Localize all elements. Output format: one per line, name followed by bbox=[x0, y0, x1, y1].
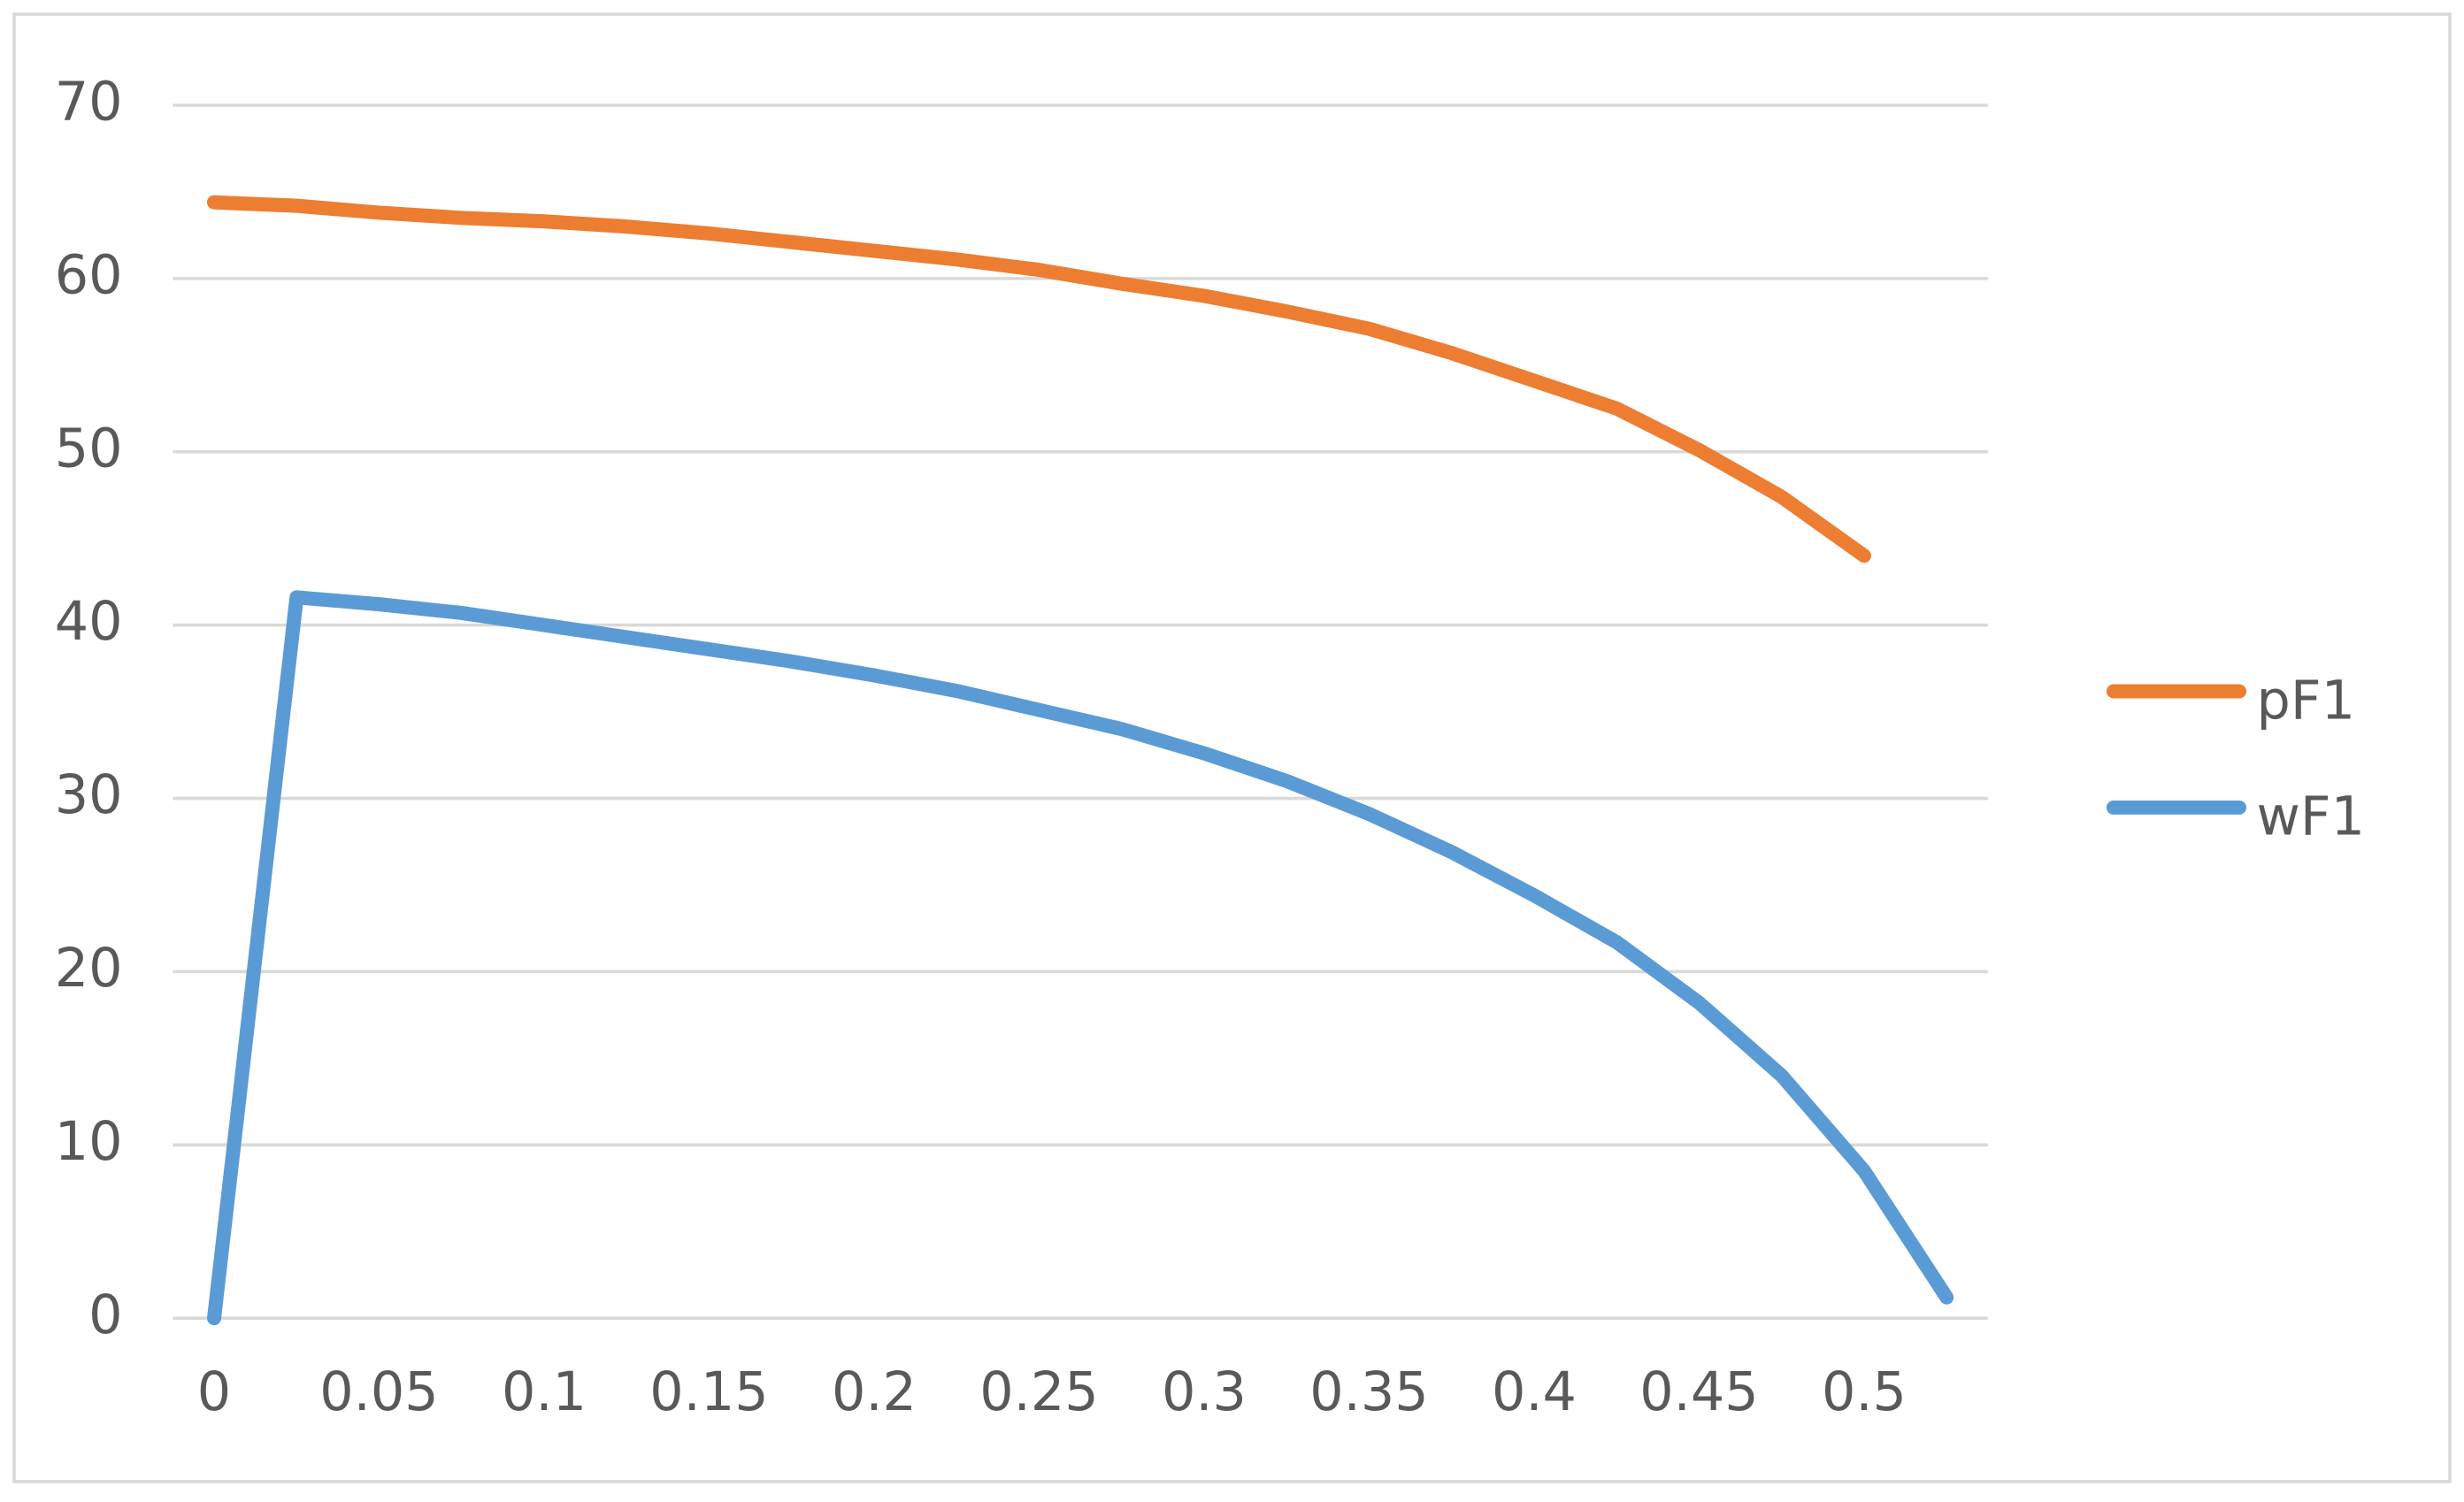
x-tick-label: 0.05 bbox=[319, 1361, 438, 1423]
x-tick-label: 0.3 bbox=[1162, 1361, 1247, 1423]
x-tick-label: 0.2 bbox=[832, 1361, 917, 1423]
line-series bbox=[207, 195, 1871, 563]
x-tick-label: 0.45 bbox=[1639, 1361, 1758, 1423]
line-series bbox=[207, 590, 1954, 1326]
legend-label: pF1 bbox=[2257, 670, 2355, 732]
x-tick-label: 0.35 bbox=[1309, 1361, 1428, 1423]
x-tick-label: 0 bbox=[197, 1361, 231, 1423]
y-tick-label: 60 bbox=[55, 244, 123, 306]
y-tick-label: 70 bbox=[55, 72, 123, 134]
chart-border bbox=[12, 12, 2452, 1483]
x-tick-label: 0.5 bbox=[1822, 1361, 1907, 1423]
y-tick-label: 40 bbox=[55, 591, 123, 653]
y-tick-label: 50 bbox=[55, 418, 123, 479]
x-tick-label: 0.4 bbox=[1492, 1361, 1577, 1423]
x-tick-label: 0.1 bbox=[502, 1361, 587, 1423]
x-tick-label: 0.15 bbox=[649, 1361, 768, 1423]
y-tick-label: 30 bbox=[55, 764, 123, 826]
y-tick-label: 10 bbox=[55, 1111, 123, 1173]
legend-label: wF1 bbox=[2257, 786, 2366, 848]
y-tick-label: 20 bbox=[55, 938, 123, 1000]
x-tick-label: 0.25 bbox=[979, 1361, 1098, 1423]
y-tick-label: 0 bbox=[88, 1284, 122, 1346]
